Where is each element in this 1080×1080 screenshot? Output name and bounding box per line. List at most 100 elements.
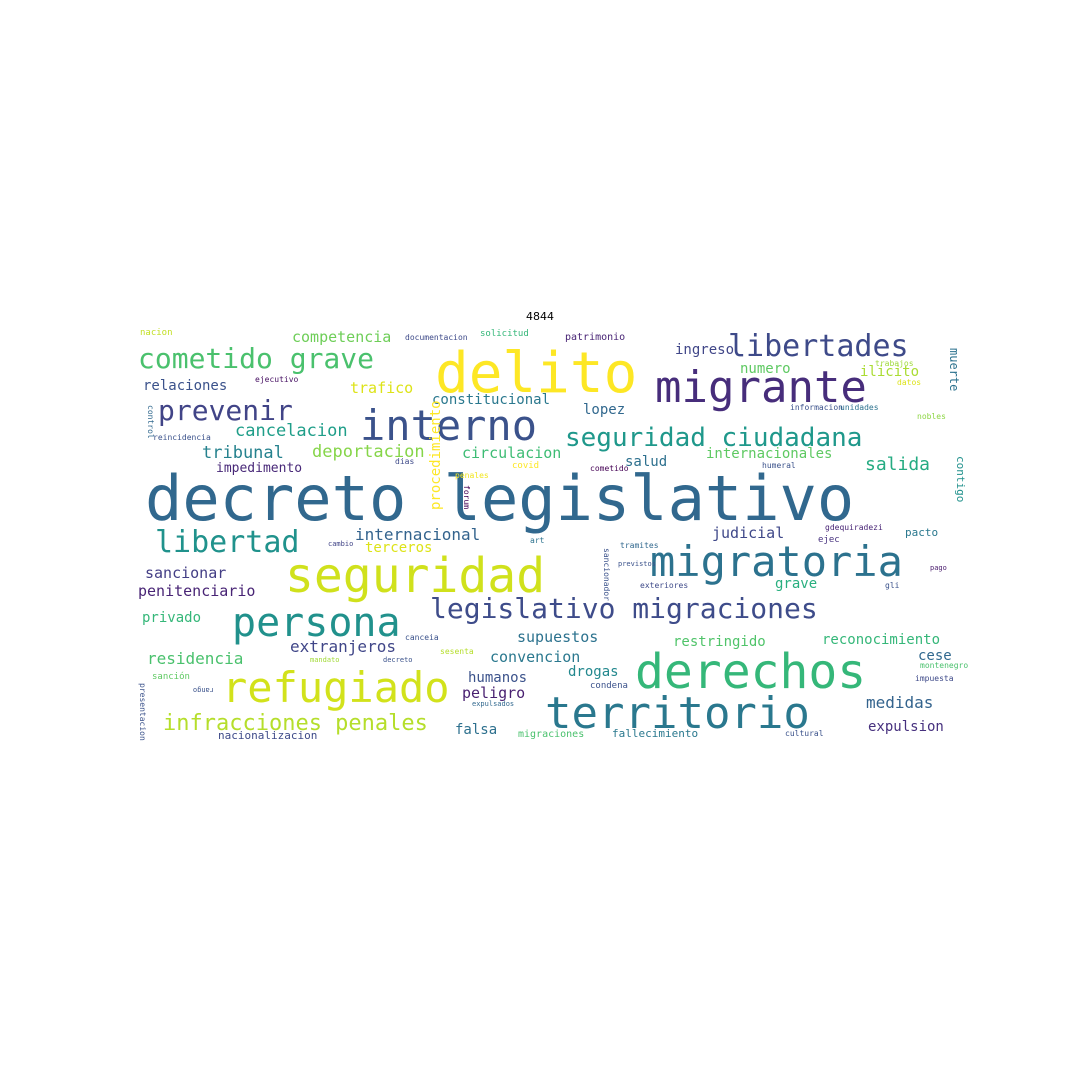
word: persona — [232, 600, 401, 646]
word: montenegro — [920, 661, 968, 670]
word: terceros — [365, 540, 432, 556]
word: lopez — [583, 402, 625, 418]
word: derechos — [635, 644, 866, 700]
word: trafico — [350, 379, 413, 397]
word: canceia — [405, 633, 439, 642]
word: penitenciario — [138, 582, 255, 600]
word: ilicito — [860, 364, 919, 380]
word: penales — [455, 471, 489, 480]
word: seguridad — [285, 548, 545, 604]
word: humeral — [762, 461, 796, 470]
word: humanos — [468, 670, 527, 686]
word: ejecutivo — [255, 375, 299, 384]
word: tribunal — [202, 443, 284, 463]
word: relaciones — [143, 378, 227, 394]
word: tramites — [620, 541, 659, 550]
word: decreto — [383, 656, 413, 664]
word: circulacion — [462, 444, 561, 462]
word: muerte — [947, 348, 961, 391]
word: reconocimiento — [822, 632, 940, 648]
word: pacto — [905, 526, 938, 539]
word: salida — [865, 454, 930, 475]
word: cancelacion — [235, 421, 348, 441]
word: delito — [435, 341, 637, 406]
word: patrimonio — [565, 332, 625, 343]
word: salud — [625, 454, 667, 470]
word: legislativo migraciones — [430, 592, 818, 625]
word: ingreso — [675, 342, 734, 358]
word: fallecimiento — [612, 727, 698, 740]
word: medidas — [866, 693, 933, 712]
word: sancionador — [602, 548, 611, 601]
word: control — [146, 405, 155, 439]
word: interno — [360, 401, 537, 450]
word: unidades — [840, 403, 879, 412]
word: expulsion — [868, 719, 944, 735]
word: competencia — [292, 328, 391, 346]
word: reincidencia — [153, 433, 211, 442]
word: covid — [512, 461, 539, 471]
word: sanción — [152, 671, 190, 682]
word: trabajos — [875, 359, 914, 368]
word: pago — [930, 564, 947, 572]
word: numero — [740, 361, 791, 377]
word: sancionar — [145, 564, 226, 582]
word: extranjeros — [290, 637, 396, 656]
word: sesenta — [440, 647, 474, 656]
word: forum — [462, 485, 471, 509]
word: cometido grave — [138, 342, 374, 375]
word: falsa — [455, 722, 497, 738]
word: impedimento — [216, 461, 302, 476]
word: restringido — [673, 634, 766, 650]
word: drogas — [568, 664, 619, 680]
word: procedimiento — [428, 400, 444, 510]
word: cultural — [785, 729, 824, 738]
word: presentacion — [138, 683, 147, 741]
word: deportacion — [312, 442, 425, 462]
word: informacion — [790, 403, 843, 412]
word: grave — [775, 576, 817, 592]
word: migratoria — [650, 537, 903, 586]
word: previstos — [618, 560, 656, 568]
word: mandato — [310, 656, 340, 664]
word: residencia — [147, 649, 243, 668]
word: condena — [590, 681, 628, 691]
word: impuesta — [915, 674, 954, 683]
word: rango — [193, 686, 214, 694]
word: privado — [142, 610, 201, 626]
word: seguridad ciudadana — [565, 423, 862, 453]
word: art — [530, 536, 545, 545]
word: cambio — [328, 540, 353, 548]
word: datos — [897, 378, 921, 387]
word: infracciones penales — [163, 711, 428, 736]
word: expulsados — [472, 700, 514, 708]
word: prevenir — [158, 394, 293, 427]
word: libertad — [155, 525, 300, 560]
word: internacional — [355, 525, 480, 544]
word: decreto legislativo — [145, 462, 854, 535]
word: convencion — [490, 648, 580, 666]
word: documentacion — [405, 333, 468, 342]
word: contigo — [954, 456, 967, 502]
word: cese — [918, 648, 952, 664]
word: refugiado — [222, 663, 450, 712]
word: migraciones — [518, 729, 584, 740]
word: ejec — [818, 535, 840, 545]
word: nacionalizacion — [218, 729, 317, 742]
word: judicial — [712, 524, 784, 542]
word: peligro — [462, 684, 525, 702]
word: gdequiradezi — [825, 523, 883, 532]
word: migrante — [655, 362, 867, 413]
word: dias — [395, 457, 414, 466]
word: nobles — [917, 412, 946, 421]
word: gli — [885, 581, 900, 590]
word: supuestos — [517, 628, 598, 646]
word: solicitud — [480, 329, 529, 339]
word: cometido — [590, 464, 629, 473]
word: exteriores — [640, 581, 688, 590]
word: constitucional — [432, 392, 550, 408]
word: nacion — [140, 328, 173, 338]
word: libertades — [728, 329, 909, 364]
chart-title: 4844 — [526, 310, 554, 323]
